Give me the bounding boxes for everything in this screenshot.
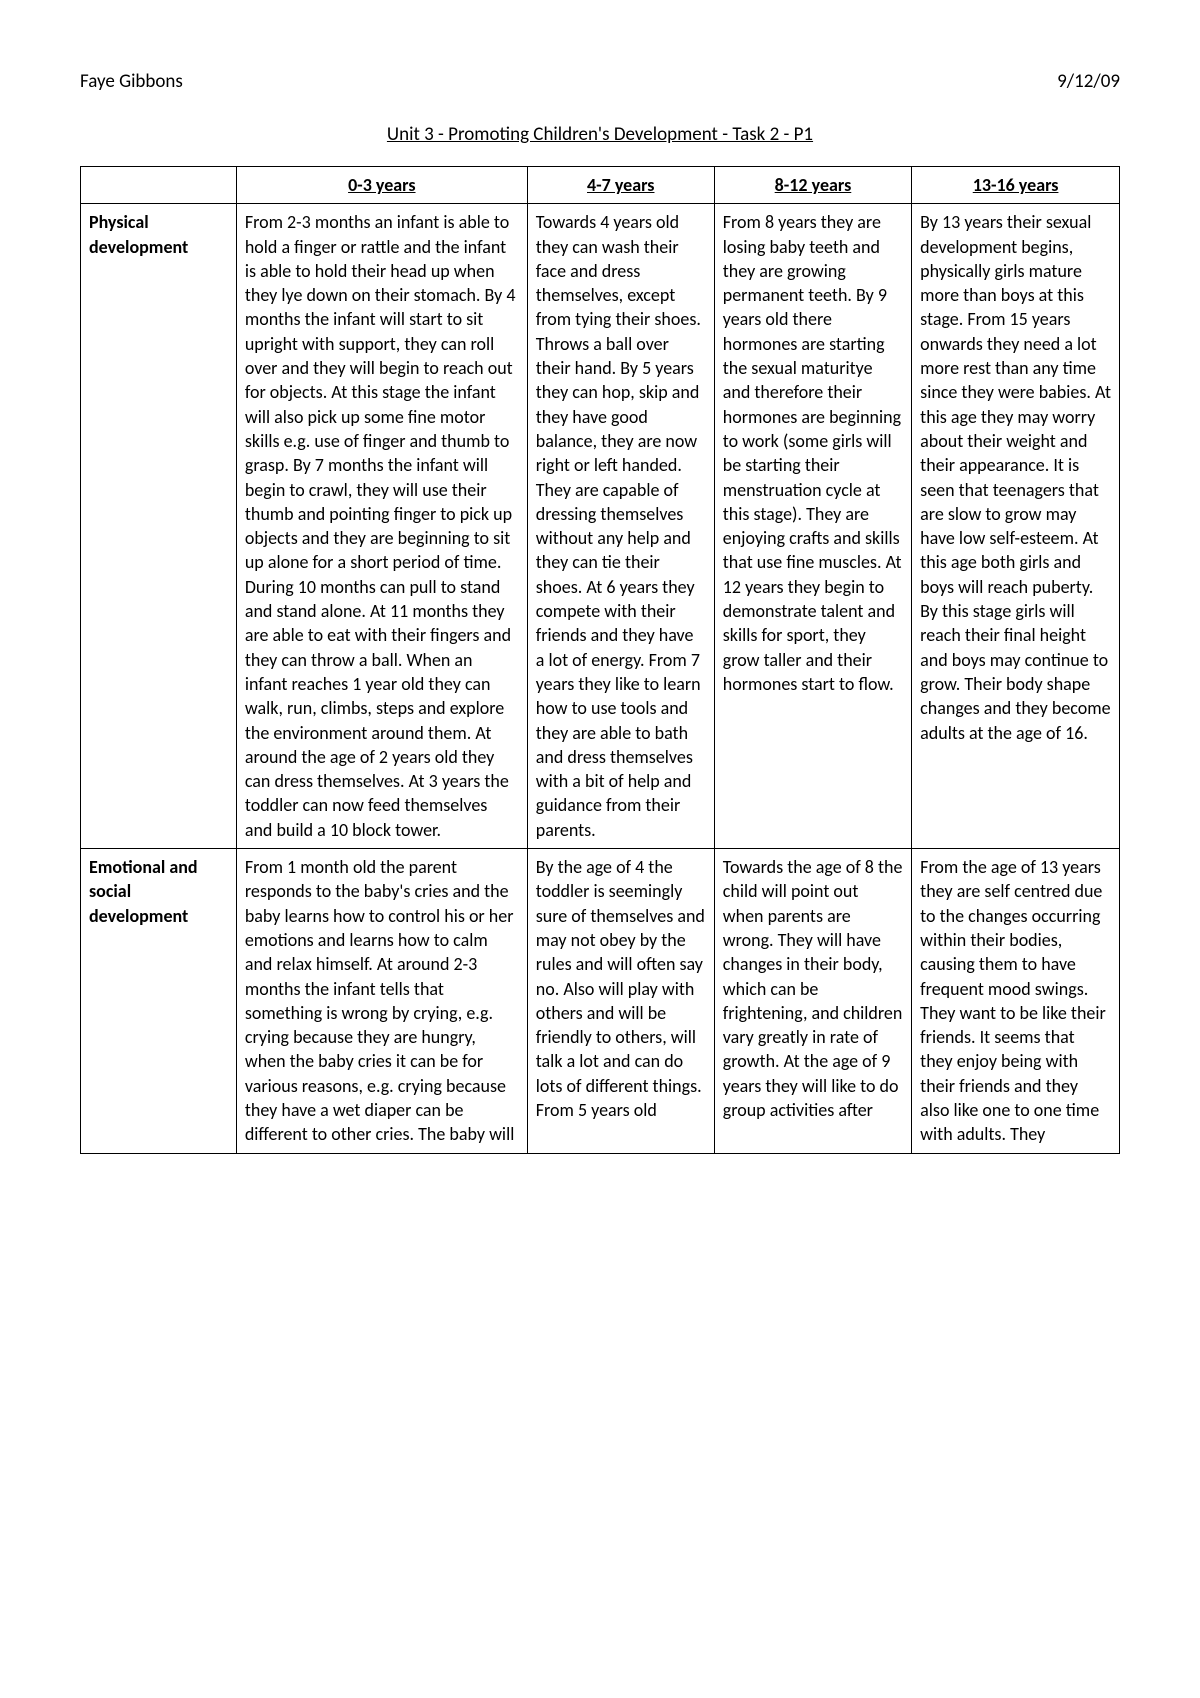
row-header-emotional: Emotional and social development: [81, 849, 237, 1154]
cell-physical-8-12: From 8 years they are losing baby teeth …: [714, 204, 911, 849]
document-date: 9/12/09: [1057, 70, 1120, 93]
cell-emotional-13-16: From the age of 13 years they are self c…: [912, 849, 1120, 1154]
page-header: Faye Gibbons 9/12/09: [80, 70, 1120, 93]
cell-emotional-4-7: By the age of 4 the toddler is seemingly…: [527, 849, 714, 1154]
col-header-8-12: 8-12 years: [714, 167, 911, 204]
cell-physical-0-3: From 2-3 months an infant is able to hol…: [236, 204, 527, 849]
cell-emotional-0-3: From 1 month old the parent responds to …: [236, 849, 527, 1154]
col-header-4-7: 4-7 years: [527, 167, 714, 204]
row-header-physical: Physical development: [81, 204, 237, 849]
document-title: Unit 3 - Promoting Children's Developmen…: [80, 123, 1120, 146]
table-header-row: 0-3 years 4-7 years 8-12 years 13-16 yea…: [81, 167, 1120, 204]
cell-physical-4-7: Towards 4 years old they can wash their …: [527, 204, 714, 849]
author-name: Faye Gibbons: [80, 70, 183, 93]
table-row: Physical development From 2-3 months an …: [81, 204, 1120, 849]
col-header-13-16: 13-16 years: [912, 167, 1120, 204]
col-header-0-3: 0-3 years: [236, 167, 527, 204]
development-table: 0-3 years 4-7 years 8-12 years 13-16 yea…: [80, 166, 1120, 1154]
col-header-blank: [81, 167, 237, 204]
cell-physical-13-16: By 13 years their sexual development beg…: [912, 204, 1120, 849]
document-page: Faye Gibbons 9/12/09 Unit 3 - Promoting …: [0, 0, 1200, 1698]
table-row: Emotional and social development From 1 …: [81, 849, 1120, 1154]
cell-emotional-8-12: Towards the age of 8 the child will poin…: [714, 849, 911, 1154]
